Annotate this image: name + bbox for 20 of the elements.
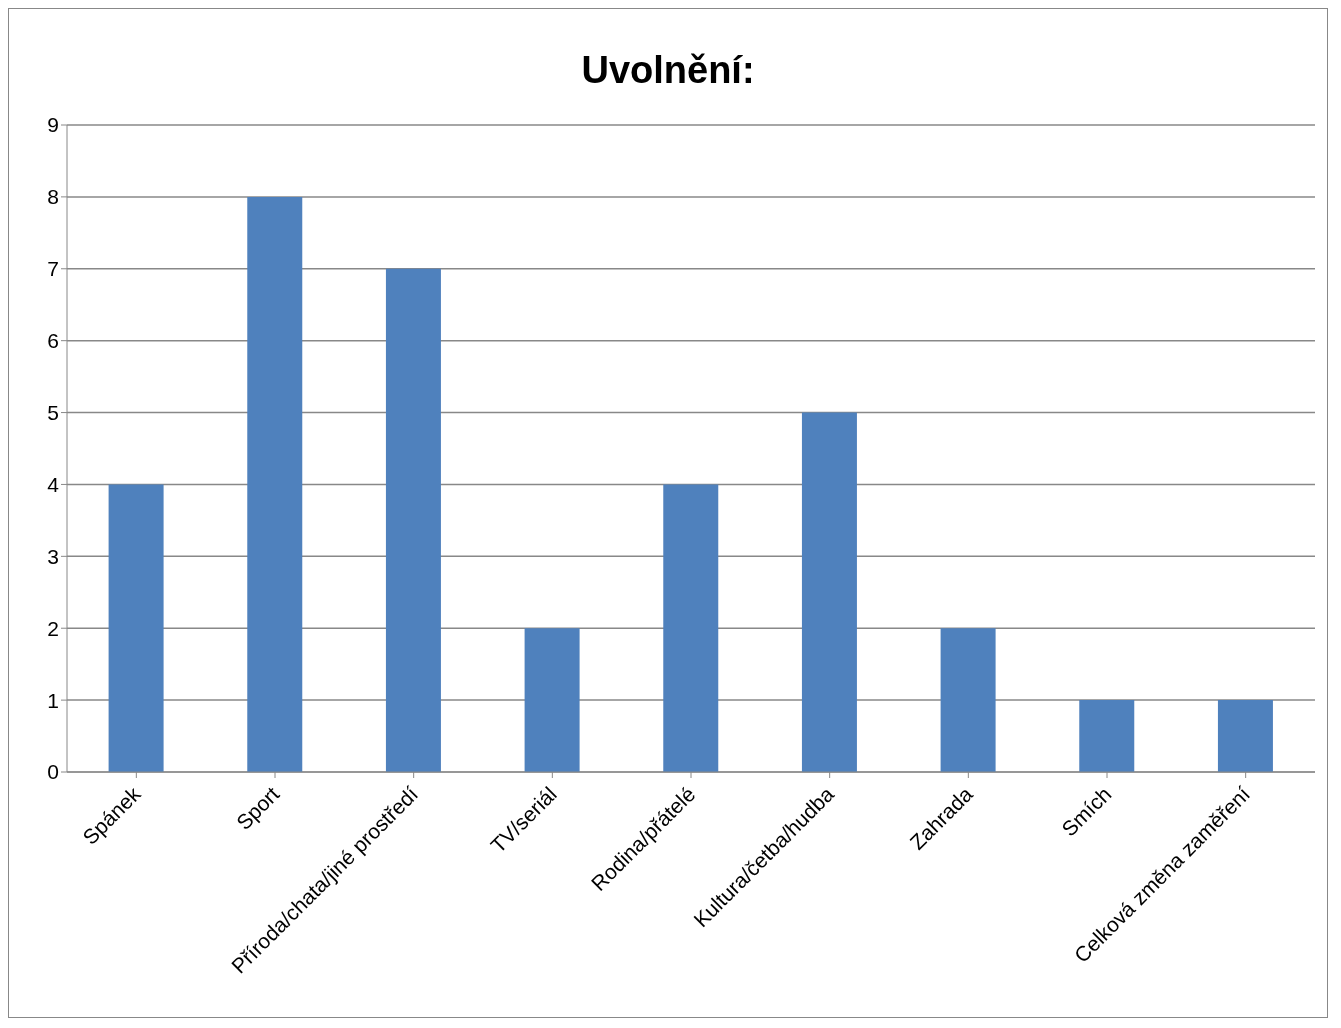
bar <box>1079 700 1135 772</box>
bar <box>524 628 580 772</box>
chart-title: Uvolnění: <box>580 49 756 92</box>
bar <box>385 268 441 772</box>
y-tick-label: 5 <box>47 401 59 425</box>
y-tick-label: 6 <box>47 329 59 353</box>
y-tick-label: 0 <box>47 760 59 784</box>
bar <box>1217 700 1273 772</box>
y-tick-label: 1 <box>47 688 59 712</box>
y-tick-label: 7 <box>47 257 59 281</box>
y-tick-label: 9 <box>47 113 59 137</box>
y-tick-label: 4 <box>47 472 60 496</box>
y-tick-label: 2 <box>47 616 59 640</box>
bar <box>940 628 996 772</box>
bar <box>801 412 857 772</box>
bar <box>247 196 303 772</box>
bar <box>108 484 164 772</box>
y-tick-label: 8 <box>47 185 59 209</box>
y-tick-label: 3 <box>47 544 59 568</box>
bar <box>663 484 719 772</box>
